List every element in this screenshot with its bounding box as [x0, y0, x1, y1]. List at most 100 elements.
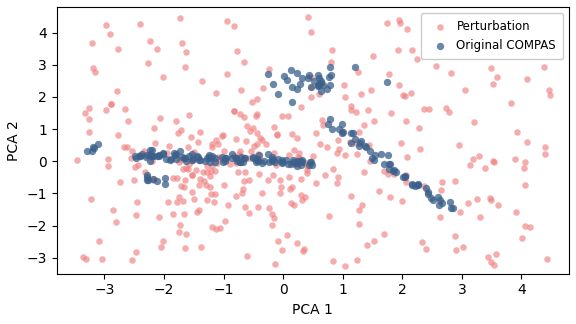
- Perturbation: [510, 156, 520, 162]
- Perturbation: [302, 167, 312, 172]
- Perturbation: [262, 142, 271, 147]
- Perturbation: [352, 140, 361, 145]
- Original COMPAS: [169, 150, 179, 156]
- Perturbation: [264, 67, 274, 72]
- Original COMPAS: [194, 157, 203, 162]
- Original COMPAS: [293, 70, 302, 75]
- Original COMPAS: [268, 81, 278, 87]
- Original COMPAS: [399, 174, 408, 179]
- Perturbation: [295, 150, 304, 155]
- Original COMPAS: [143, 178, 152, 183]
- Perturbation: [239, 114, 248, 120]
- Perturbation: [154, 152, 164, 157]
- Perturbation: [354, 222, 363, 227]
- Perturbation: [202, 182, 211, 188]
- Perturbation: [384, 72, 393, 77]
- Perturbation: [207, 145, 217, 150]
- Original COMPAS: [361, 143, 370, 148]
- Perturbation: [374, 189, 384, 194]
- Perturbation: [194, 207, 203, 212]
- Original COMPAS: [145, 152, 154, 157]
- Perturbation: [89, 65, 98, 71]
- Original COMPAS: [351, 65, 360, 70]
- Perturbation: [175, 15, 184, 20]
- Original COMPAS: [166, 156, 176, 161]
- Perturbation: [113, 133, 123, 138]
- Perturbation: [442, 105, 451, 110]
- Original COMPAS: [147, 154, 157, 159]
- Perturbation: [240, 60, 249, 65]
- Original COMPAS: [346, 141, 355, 146]
- Original COMPAS: [205, 155, 214, 160]
- Perturbation: [303, 171, 312, 176]
- Original COMPAS: [293, 163, 302, 168]
- Original COMPAS: [273, 157, 282, 162]
- Perturbation: [340, 152, 349, 157]
- Original COMPAS: [154, 154, 164, 159]
- Perturbation: [103, 156, 112, 162]
- Original COMPAS: [310, 78, 319, 83]
- Original COMPAS: [175, 148, 184, 154]
- Perturbation: [476, 215, 485, 220]
- Perturbation: [132, 199, 142, 204]
- Perturbation: [354, 69, 363, 75]
- Perturbation: [346, 194, 355, 199]
- Perturbation: [202, 197, 211, 202]
- Original COMPAS: [318, 83, 327, 88]
- Perturbation: [225, 161, 234, 166]
- Original COMPAS: [338, 122, 347, 127]
- Perturbation: [178, 167, 187, 172]
- Perturbation: [283, 232, 292, 237]
- Perturbation: [127, 257, 137, 262]
- Perturbation: [184, 113, 194, 118]
- Original COMPAS: [203, 155, 212, 160]
- Perturbation: [362, 243, 372, 248]
- Original COMPAS: [277, 157, 286, 163]
- Perturbation: [192, 210, 201, 215]
- Original COMPAS: [206, 155, 215, 160]
- Original COMPAS: [384, 166, 393, 171]
- Perturbation: [88, 40, 97, 46]
- Perturbation: [234, 152, 244, 157]
- Perturbation: [249, 144, 258, 149]
- Perturbation: [475, 153, 484, 158]
- Original COMPAS: [323, 122, 332, 127]
- Perturbation: [252, 141, 262, 146]
- Perturbation: [241, 138, 250, 143]
- Perturbation: [180, 178, 190, 183]
- Original COMPAS: [350, 137, 359, 142]
- Perturbation: [429, 46, 438, 51]
- Perturbation: [494, 203, 503, 208]
- Perturbation: [520, 183, 529, 188]
- Original COMPAS: [181, 156, 190, 161]
- Original COMPAS: [240, 155, 249, 160]
- Perturbation: [422, 247, 431, 252]
- Perturbation: [454, 142, 464, 147]
- Perturbation: [451, 248, 460, 253]
- Original COMPAS: [195, 157, 204, 162]
- Perturbation: [180, 184, 189, 190]
- Original COMPAS: [94, 142, 103, 147]
- Original COMPAS: [293, 160, 302, 166]
- Perturbation: [214, 155, 223, 160]
- Perturbation: [267, 222, 276, 227]
- Perturbation: [317, 118, 326, 123]
- Perturbation: [275, 191, 284, 196]
- Original COMPAS: [382, 79, 392, 84]
- Original COMPAS: [412, 182, 422, 188]
- Perturbation: [276, 185, 285, 190]
- Perturbation: [285, 174, 294, 179]
- Perturbation: [175, 223, 184, 228]
- Perturbation: [238, 187, 248, 192]
- Original COMPAS: [267, 158, 276, 163]
- Original COMPAS: [314, 75, 324, 80]
- Perturbation: [247, 148, 256, 154]
- Perturbation: [469, 156, 478, 161]
- Perturbation: [492, 74, 502, 79]
- Perturbation: [401, 179, 411, 185]
- Perturbation: [326, 60, 335, 65]
- Perturbation: [143, 61, 153, 66]
- Perturbation: [463, 200, 472, 205]
- Perturbation: [159, 238, 168, 244]
- Perturbation: [268, 172, 277, 178]
